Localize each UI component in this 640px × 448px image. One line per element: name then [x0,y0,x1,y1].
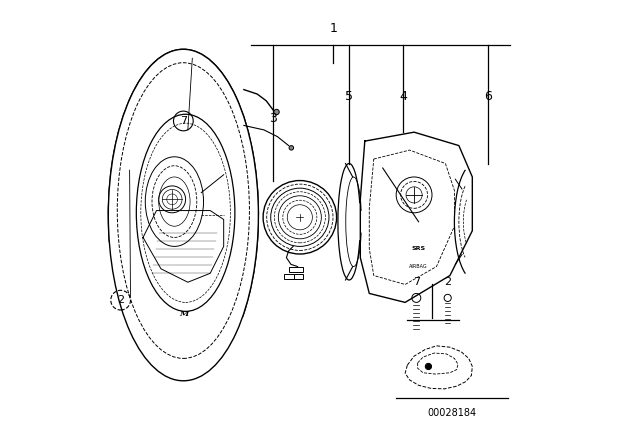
Circle shape [425,363,431,370]
Text: 2: 2 [444,277,451,287]
Text: AIRBAG: AIRBAG [409,264,428,269]
FancyBboxPatch shape [284,274,295,279]
Text: 7: 7 [180,116,187,126]
Text: 1: 1 [330,22,337,35]
Text: M: M [179,310,188,318]
Text: SRS: SRS [412,246,426,251]
Text: 4: 4 [399,90,407,103]
Circle shape [289,146,294,150]
FancyBboxPatch shape [292,210,307,224]
Circle shape [263,181,337,254]
FancyBboxPatch shape [294,274,303,279]
Ellipse shape [108,49,259,381]
Circle shape [274,109,279,115]
FancyBboxPatch shape [289,267,303,272]
Text: 7: 7 [413,277,420,287]
Text: 3: 3 [269,112,277,125]
Text: 6: 6 [484,90,492,103]
Text: 2: 2 [117,295,124,305]
Text: 00028184: 00028184 [428,408,477,418]
Text: 5: 5 [345,90,353,103]
Ellipse shape [136,114,235,311]
